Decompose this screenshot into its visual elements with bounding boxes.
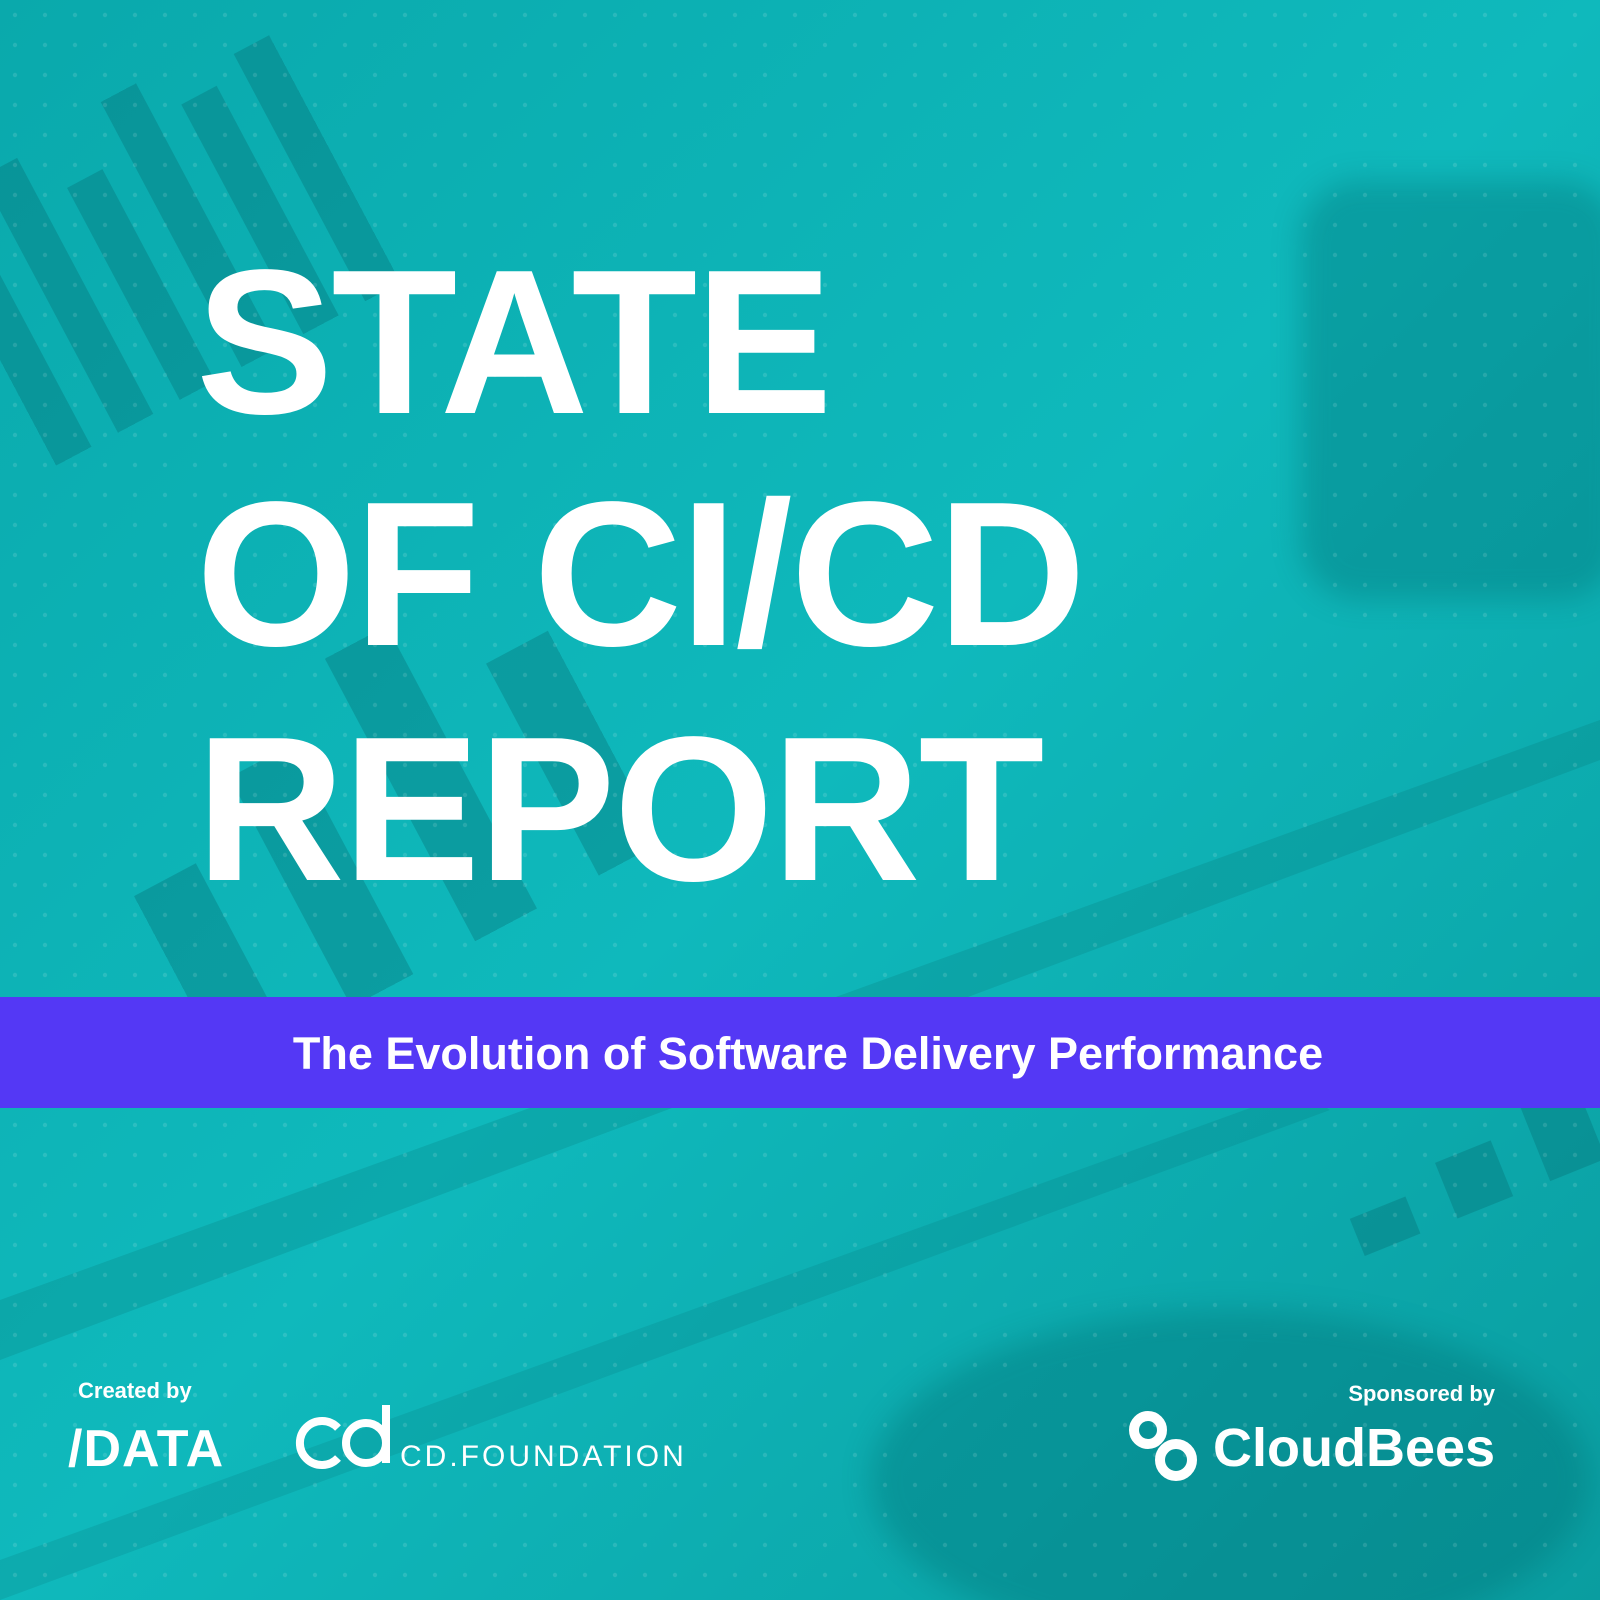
- data-logo: /DATA: [68, 1420, 224, 1478]
- cloudbees: CloudBees: [1213, 1418, 1495, 1478]
- title-line: OF CI/CD: [196, 459, 1084, 689]
- created-by: Created by: [78, 1378, 192, 1403]
- title-line: REPORT: [196, 694, 1043, 924]
- subtitle: The Evolution of Software Delivery Perfo…: [293, 1028, 1323, 1079]
- cd-logo-mark: [295, 1405, 390, 1469]
- sponsored-by: Sponsored by: [1348, 1381, 1495, 1406]
- title-line: STATE: [196, 227, 831, 457]
- subtitle-band: [0, 997, 1600, 1108]
- cloudbees-logo-mark: [1129, 1411, 1197, 1481]
- cd-foundation: CD.FOUNDATION: [400, 1440, 687, 1473]
